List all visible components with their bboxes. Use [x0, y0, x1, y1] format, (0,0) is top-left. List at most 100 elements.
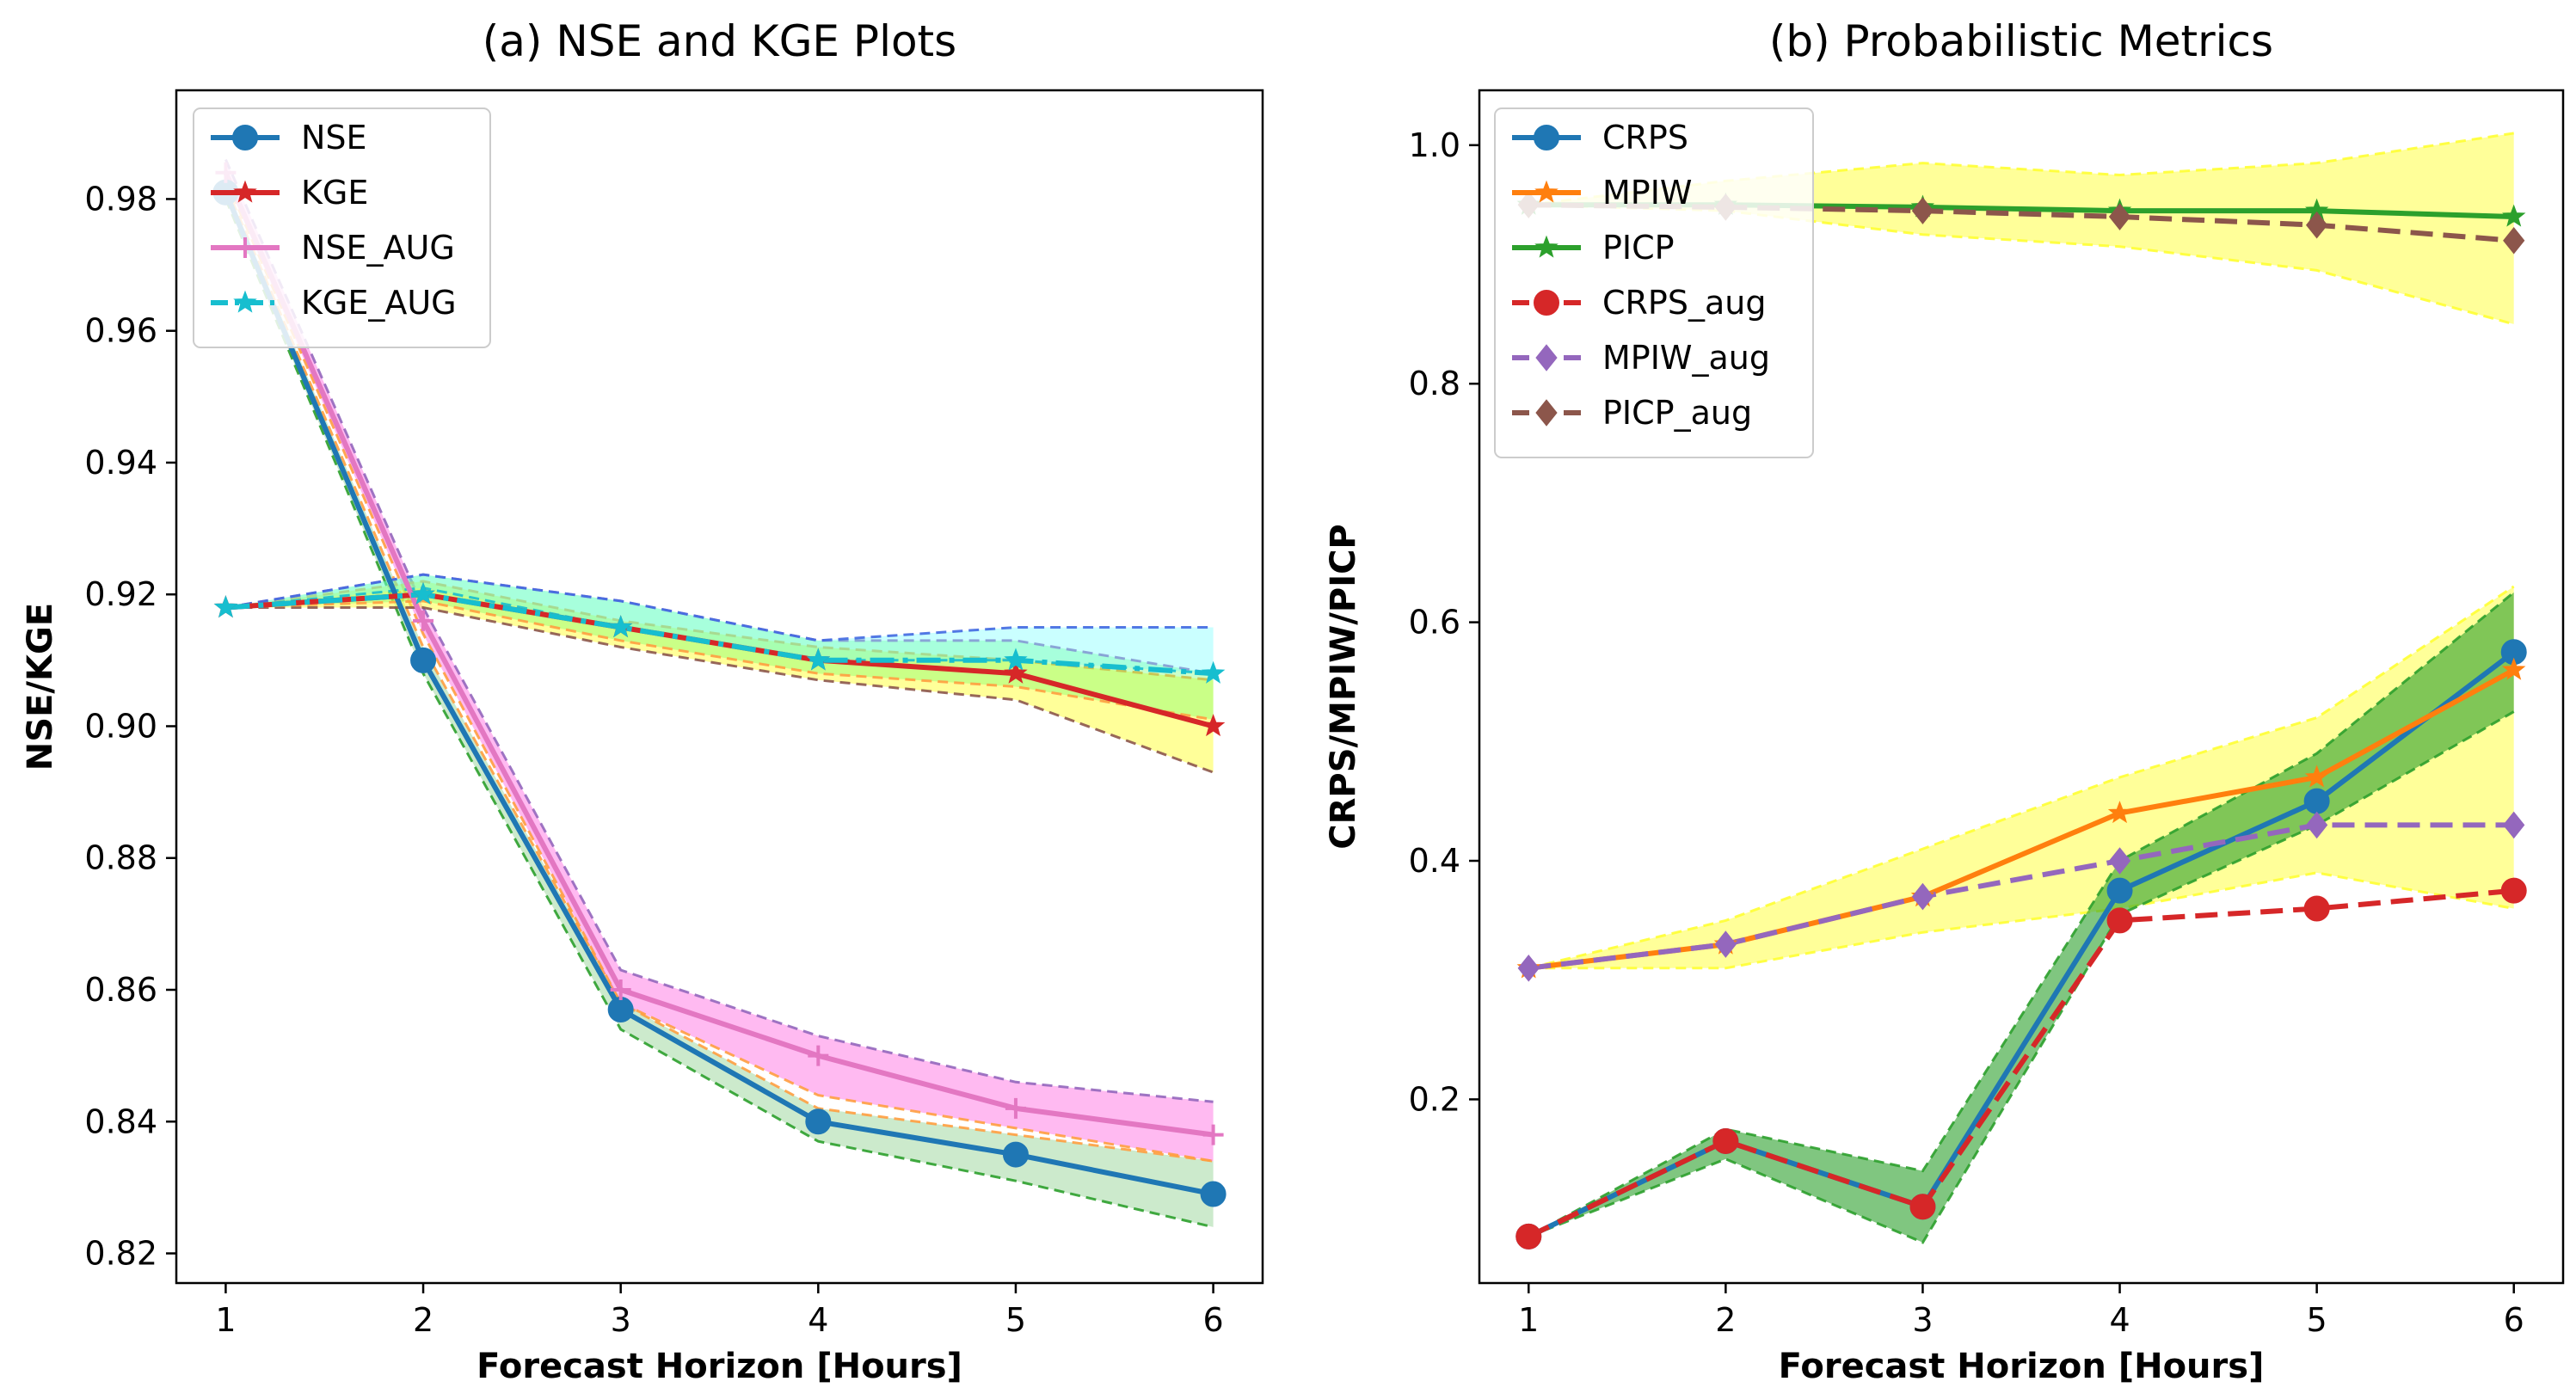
point-mpiw-5 — [2304, 764, 2329, 788]
y-tick-label-1: 0.82 — [84, 1235, 157, 1273]
point-crps-5 — [2303, 788, 2330, 814]
x-tick-label-5: 5 — [2307, 1301, 2327, 1339]
point-picp_aug-5 — [2305, 211, 2328, 239]
band-fill-1 — [1528, 586, 2514, 968]
point-nse_aug-3 — [610, 979, 631, 1000]
point-kge_aug-2 — [411, 581, 435, 605]
point-crps_aug-1 — [1515, 1223, 1542, 1250]
series-line-nse — [223, 191, 1214, 1197]
legend-label-kge_aug: KGE_AUG — [301, 284, 457, 322]
band-fill-4 — [225, 574, 1214, 674]
band-edge-lower-2 — [225, 606, 1214, 774]
chart-title: (a) NSE and KGE Plots — [483, 16, 956, 66]
x-axis-label: Forecast Horizon [Hours] — [1779, 1347, 2265, 1386]
y-tick-label-5: 0.90 — [84, 707, 157, 745]
band-edge-upper-2 — [1528, 591, 2515, 1238]
point-mpiw_aug-2 — [1714, 930, 1737, 958]
band-edge-upper-1 — [1528, 585, 2515, 970]
point-nse-4 — [805, 1108, 832, 1135]
y-tick-label-3: 0.6 — [1409, 604, 1460, 642]
point-nse_aug-6 — [1202, 1124, 1224, 1145]
legend-marker-nse_aug — [235, 237, 255, 258]
legend: NSE KGE NSE_AUG KGE_AUG — [193, 107, 491, 348]
axes-frame — [175, 89, 1264, 1285]
legend-box — [1494, 107, 1814, 458]
point-mpiw-4 — [2107, 801, 2132, 824]
x-tick-label-4: 4 — [808, 1301, 828, 1339]
point-crps_aug-2 — [1712, 1127, 1739, 1154]
legend-box — [193, 107, 491, 348]
point-crps_aug-6 — [2500, 877, 2527, 904]
legend-label-mpiw_aug: MPIW_aug — [1602, 339, 1770, 377]
point-nse-6 — [1200, 1181, 1227, 1207]
y-tick-label-6: 0.92 — [84, 575, 157, 613]
y-tick-label-7: 0.94 — [84, 444, 157, 482]
point-kge_aug-4 — [806, 648, 831, 671]
point-nse_aug-5 — [1005, 1097, 1026, 1119]
point-kge_aug-6 — [1201, 660, 1226, 684]
point-mpiw-6 — [2502, 657, 2526, 680]
legend-marker-kge — [233, 180, 257, 203]
legend-label-nse: NSE — [301, 119, 367, 157]
legend-label-crps: CRPS — [1602, 119, 1688, 157]
y-axis-label: NSE/KGE — [21, 603, 60, 771]
legend-label-nse_aug: NSE_AUG — [301, 229, 455, 267]
point-kge_aug-5 — [1004, 648, 1028, 671]
y-tick-label-9: 0.98 — [84, 180, 157, 218]
point-kge-5 — [1004, 660, 1028, 684]
point-crps_aug-5 — [2303, 895, 2330, 922]
x-axis-label: Forecast Horizon [Hours] — [476, 1347, 962, 1386]
point-nse-5 — [1002, 1141, 1029, 1168]
x-tick-label-2: 2 — [413, 1301, 433, 1339]
point-mpiw_aug-1 — [1517, 955, 1540, 982]
series-line-kge_aug — [225, 592, 1214, 677]
point-kge_aug-1 — [213, 595, 238, 618]
point-nse-2 — [410, 647, 437, 673]
y-tick-label-5: 1.0 — [1409, 126, 1460, 164]
legend-marker-crps — [1534, 125, 1559, 150]
axes-frame — [1478, 89, 2565, 1285]
legend-marker-crps_aug — [1534, 290, 1559, 316]
legend-label-picp_aug: PICP_aug — [1602, 394, 1752, 432]
point-mpiw_aug-4 — [2108, 847, 2131, 875]
point-nse-3 — [607, 996, 634, 1022]
legend-label-crps_aug: CRPS_aug — [1602, 284, 1766, 322]
point-mpiw_aug-6 — [2503, 811, 2525, 839]
point-picp_aug-6 — [2503, 226, 2525, 255]
point-nse_aug-4 — [808, 1045, 829, 1066]
point-crps_aug-3 — [1909, 1194, 1936, 1220]
point-picp_aug-3 — [1911, 197, 1934, 224]
x-tick-label-3: 3 — [611, 1301, 631, 1339]
point-nse_aug-2 — [413, 610, 434, 631]
x-tick-label-4: 4 — [2109, 1301, 2130, 1339]
series-line-nse_aug — [223, 171, 1214, 1138]
band-edge-lower-1 — [224, 178, 1214, 1163]
legend-marker-mpiw_aug — [1535, 344, 1558, 371]
point-crps_aug-4 — [2106, 907, 2133, 934]
legend: CRPS MPIW PICP CRPS_aug MPIW_aug PICP_aug — [1494, 107, 1814, 458]
chart-1: (a) NSE and KGE Plots 1 2 3 4 5 6 0.82 0.84 0.86 0… — [21, 16, 1264, 1386]
y-tick-label-2: 0.84 — [84, 1102, 157, 1140]
point-picp_aug-4 — [2108, 203, 2131, 230]
series-line-crps_aug — [1527, 887, 2514, 1239]
x-tick-label-6: 6 — [2504, 1301, 2524, 1339]
point-mpiw_aug-5 — [2305, 811, 2328, 839]
band-edge-upper-1 — [224, 158, 1214, 1103]
legend-marker-picp — [1534, 235, 1559, 258]
y-tick-label-1: 0.2 — [1409, 1080, 1460, 1118]
x-tick-label-3: 3 — [1912, 1301, 1933, 1339]
x-tick-label-5: 5 — [1005, 1301, 1026, 1339]
legend-marker-nse — [232, 125, 258, 150]
legend-label-mpiw: MPIW — [1602, 174, 1692, 212]
series-line-mpiw_aug — [1528, 822, 2514, 971]
point-kge-6 — [1201, 714, 1226, 737]
y-tick-label-2: 0.4 — [1409, 842, 1460, 880]
x-tick-label-1: 1 — [1518, 1301, 1539, 1339]
x-tick-label-1: 1 — [215, 1301, 236, 1339]
legend-marker-mpiw — [1534, 180, 1559, 203]
band-edge-lower-3 — [225, 599, 1214, 721]
legend-label-kge: KGE — [301, 174, 368, 212]
legend-label-picp: PICP — [1602, 229, 1675, 267]
y-axis-label: CRPS/MPIW/PICP — [1324, 524, 1363, 850]
